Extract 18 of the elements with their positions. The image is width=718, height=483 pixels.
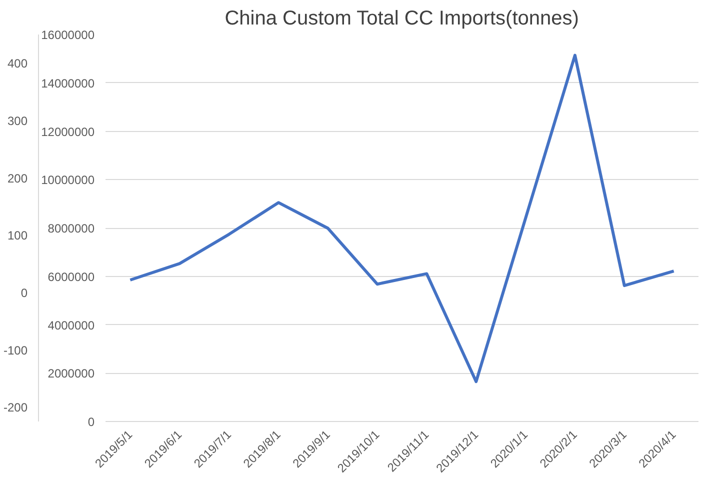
y2-tick-label: 300 (7, 114, 28, 128)
y-tick-label: 16000000 (41, 28, 95, 42)
y-tick-label: 6000000 (48, 270, 95, 284)
y2-tick-label: 400 (7, 56, 28, 71)
y2-tick-label: 200 (7, 171, 28, 186)
y-tick-label: 14000000 (41, 76, 95, 90)
y-tick-label: 12000000 (41, 124, 95, 139)
y-tick-label: 0 (88, 415, 95, 429)
y-tick-label: 2000000 (48, 366, 95, 381)
chart-title: China Custom Total CC Imports(tonnes) (224, 8, 579, 30)
y2-tick-label: 100 (7, 228, 28, 243)
y2-tick-label: -100 (3, 343, 28, 358)
line-series (128, 54, 676, 384)
y-tick-label: 8000000 (48, 222, 95, 236)
y2-tick-label: 0 (20, 286, 28, 300)
y-tick-label: 4000000 (48, 318, 95, 332)
y2-tick-label: -200 (3, 400, 28, 415)
y-tick-label: 10000000 (41, 173, 95, 188)
